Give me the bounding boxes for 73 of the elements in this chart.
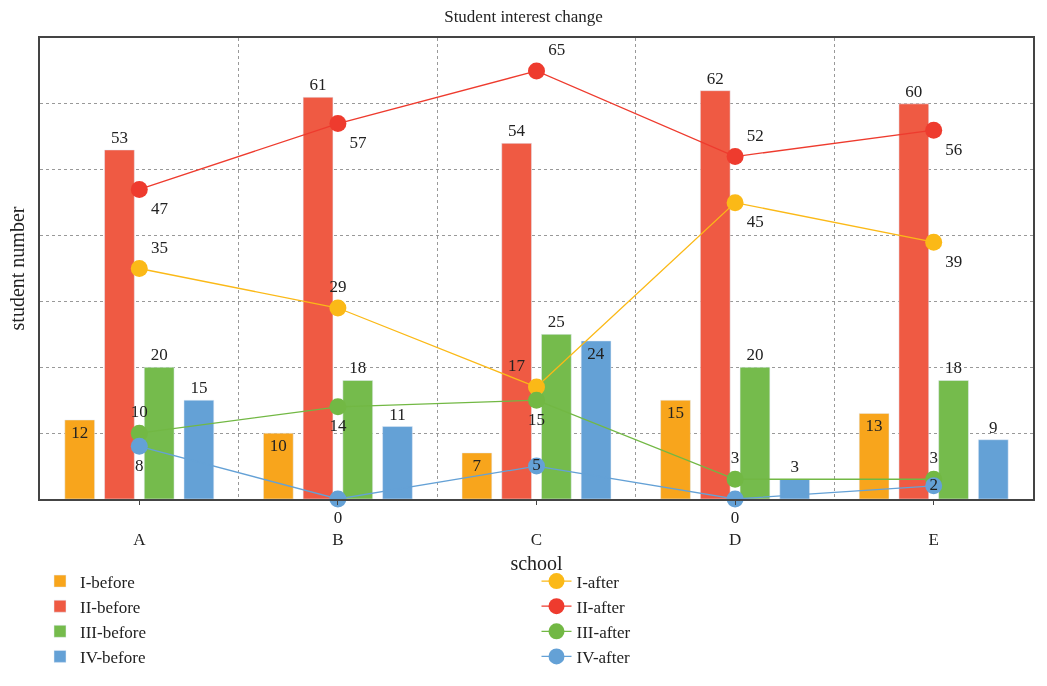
data-label: 24: [587, 343, 605, 363]
x-tick-label: A: [133, 530, 147, 550]
x-tick-label: B: [332, 530, 344, 550]
data-label: 57: [349, 132, 368, 152]
data-label: 20: [746, 345, 764, 365]
point: [726, 194, 744, 212]
legend-label: IV-after: [576, 648, 631, 668]
data-label: 10: [269, 436, 287, 456]
legend-label: I-after: [576, 572, 620, 592]
data-label: 65: [548, 40, 566, 60]
data-label: 53: [110, 127, 128, 147]
x-tick-label: C: [530, 530, 543, 550]
point: [726, 470, 744, 488]
legend-label: I-before: [80, 572, 135, 592]
point: [726, 148, 744, 166]
data-label: 3: [929, 448, 938, 468]
bar: [263, 432, 294, 499]
data-label: 54: [507, 121, 526, 141]
data-label: 20: [150, 345, 168, 365]
point: [528, 62, 545, 80]
data-label: 12: [71, 422, 89, 442]
data-label: 3: [790, 457, 799, 477]
data-label: 9: [989, 417, 998, 437]
data-label: 56: [945, 139, 963, 159]
bar: [700, 90, 731, 499]
data-label: 8: [135, 455, 144, 475]
data-label: 18: [945, 358, 963, 378]
data-label: 25: [547, 312, 565, 332]
point: [329, 115, 347, 133]
point: [130, 260, 148, 277]
legend-label: III-before: [80, 622, 147, 642]
legend-label: II-after: [576, 597, 625, 617]
data-label: 17: [507, 356, 526, 376]
bar: [978, 439, 1009, 499]
point: [925, 121, 943, 139]
data-label: 39: [945, 251, 963, 271]
data-label: 52: [746, 125, 764, 145]
data-label: 3: [730, 448, 740, 468]
data-label: 62: [706, 68, 724, 88]
point: [329, 299, 347, 317]
data-label: 47: [150, 198, 169, 218]
bar: [898, 103, 929, 499]
y-axis-title: student number: [6, 206, 28, 331]
bar: [461, 452, 493, 499]
data-label: 7: [472, 455, 482, 475]
data-label: 18: [349, 358, 367, 378]
bar: [64, 419, 95, 499]
data-label: 15: [190, 378, 208, 398]
x-tick-label: E: [928, 530, 939, 550]
point: [329, 398, 347, 416]
point: [130, 437, 148, 455]
chart-title: Student interest change: [444, 7, 603, 27]
bar: [660, 399, 691, 499]
bar: [858, 413, 890, 499]
data-label: 2: [929, 475, 938, 495]
data-label: 45: [746, 212, 764, 232]
point: [130, 180, 148, 198]
legend-label: IV-before: [80, 648, 146, 668]
point: [528, 391, 545, 409]
legend-label: II-before: [80, 597, 141, 617]
legend-label: III-after: [576, 622, 631, 642]
data-label: 61: [309, 75, 327, 95]
data-label: 60: [905, 81, 923, 101]
point: [925, 233, 943, 251]
x-tick-label: D: [728, 530, 742, 550]
data-label: 13: [865, 416, 883, 436]
data-label: 5: [532, 455, 541, 475]
data-label: 15: [667, 403, 685, 423]
data-label: 11: [389, 404, 406, 424]
data-label: 0: [730, 508, 740, 528]
x-axis-title: school: [510, 552, 564, 575]
data-label: 35: [150, 237, 168, 257]
data-label: 0: [333, 508, 343, 528]
